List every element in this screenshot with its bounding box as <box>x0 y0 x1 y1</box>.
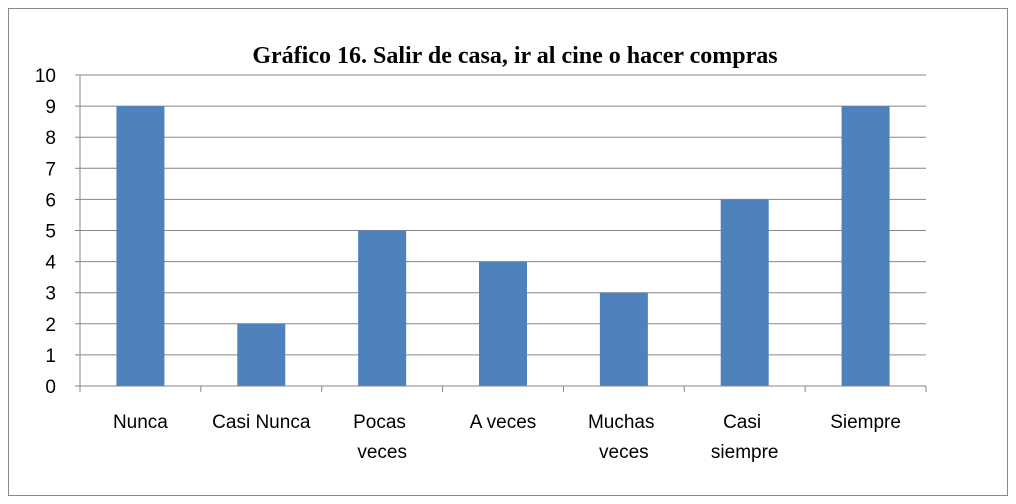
y-tick-label: 5 <box>45 222 56 243</box>
x-tick-label: Muchas veces <box>588 412 660 463</box>
y-tick-label: 7 <box>45 159 56 180</box>
y-tick-label: 2 <box>45 315 56 336</box>
y-tick-label: 3 <box>45 284 56 305</box>
x-tick-label: A veces <box>470 412 537 433</box>
y-tick-label: 4 <box>45 253 56 274</box>
y-tick-label: 10 <box>35 66 56 87</box>
x-tick-label: Pocas veces <box>353 412 411 463</box>
chart-border <box>8 8 1008 496</box>
y-tick-label: 0 <box>45 377 56 398</box>
x-tick-label: Casi siempre <box>711 412 779 463</box>
bar <box>720 199 769 386</box>
bar <box>841 106 890 386</box>
x-tick-label: Casi Nunca <box>212 412 311 433</box>
bar <box>116 106 165 386</box>
bar <box>237 323 286 386</box>
y-tick-label: 1 <box>45 346 56 367</box>
y-tick-label: 6 <box>45 190 56 211</box>
x-tick-label: Siempre <box>830 412 901 433</box>
y-tick-label: 9 <box>45 97 56 118</box>
bar <box>479 261 527 386</box>
bar <box>358 230 407 386</box>
bar <box>599 292 648 386</box>
x-tick-label: Nunca <box>113 412 168 433</box>
chart-title: Gráfico 16. Salir de casa, ir al cine o … <box>252 43 777 69</box>
y-tick-label: 8 <box>45 128 56 149</box>
